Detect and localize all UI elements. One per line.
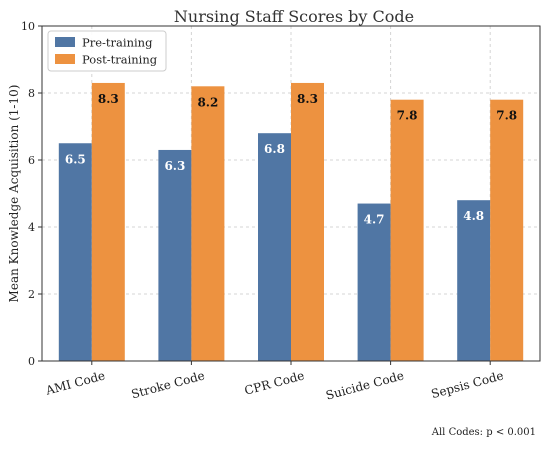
y-tick-label: 8 — [28, 87, 35, 100]
y-tick-label: 6 — [28, 154, 35, 167]
bar-value-label: 6.5 — [65, 152, 86, 166]
legend-label: Pre-training — [82, 36, 153, 50]
plot-frame — [41, 25, 541, 362]
y-tick-label: 4 — [28, 221, 35, 234]
bar-value-label: 4.7 — [364, 213, 385, 227]
bar-value-label: 4.8 — [463, 209, 484, 223]
y-tick-label: 2 — [28, 288, 35, 301]
bar-value-label: 8.3 — [297, 92, 318, 106]
x-tick-label: Suicide Code — [324, 368, 405, 402]
bar-pre — [357, 203, 391, 361]
bar-pre — [58, 143, 92, 361]
bar-post — [191, 86, 225, 362]
significance-note: All Codes: p < 0.001 — [431, 427, 536, 438]
legend-swatch — [55, 37, 75, 47]
bar-value-label: 8.2 — [197, 95, 218, 109]
bar-pre — [158, 149, 192, 361]
bar-post — [291, 82, 324, 361]
y-tick-label: 10 — [21, 20, 35, 33]
bar-post — [390, 99, 424, 361]
x-tick-label: Stroke Code — [130, 368, 206, 401]
bar-value-label: 6.3 — [164, 159, 185, 173]
bar-post — [490, 99, 524, 361]
bar-pre — [457, 200, 491, 361]
legend-label: Post-training — [82, 53, 158, 67]
bar-value-label: 7.8 — [496, 109, 517, 123]
x-tick-label: Sepsis Code — [430, 368, 505, 401]
y-tick-label: 0 — [28, 355, 35, 368]
bar-value-label: 8.3 — [98, 92, 119, 106]
legend: Pre-training Post-training — [47, 30, 167, 72]
bar-value-label: 7.8 — [397, 109, 418, 123]
bar-pre — [258, 133, 291, 361]
bar-value-label: 6.8 — [264, 142, 285, 156]
bar-post — [91, 82, 125, 361]
x-tick-label: CPR Code — [243, 368, 306, 397]
legend-box — [47, 30, 167, 72]
chart-title: Nursing Staff Scores by Code — [174, 7, 414, 26]
bars: 6.5 6.3 6.8 4.7 4.8 8.3 8.2 8.3 7.8 7.8 — [58, 82, 524, 362]
y-axis-label: Mean Knowledge Acquisition (1-10) — [7, 85, 21, 303]
x-tick-label: AMI Code — [43, 368, 106, 397]
legend-swatch — [55, 54, 75, 64]
